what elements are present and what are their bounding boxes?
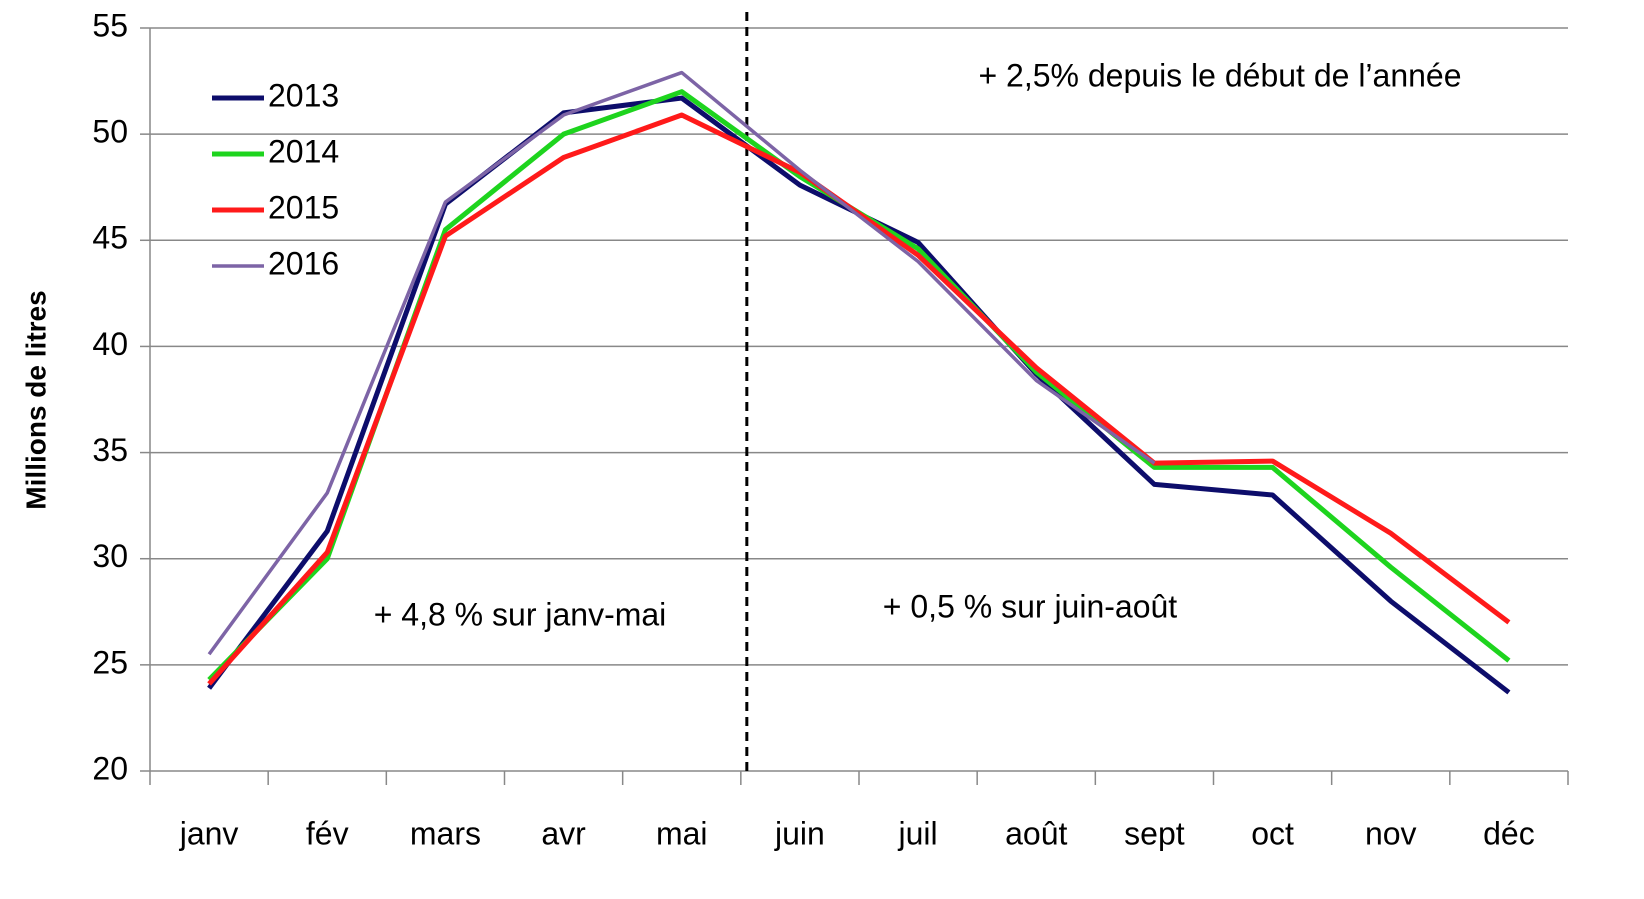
y-tick-label: 25: [92, 644, 128, 680]
annotation: + 0,5 % sur juin-août: [883, 588, 1178, 624]
x-tick-label: déc: [1483, 815, 1535, 851]
annotation: + 2,5% depuis le début de l’année: [978, 57, 1461, 93]
y-tick-label: 50: [92, 114, 128, 150]
y-tick-label: 40: [92, 326, 128, 362]
y-axis-title: Millions de litres: [20, 290, 51, 509]
series-line: [207, 89, 1511, 682]
legend-label: 2015: [268, 189, 339, 225]
x-tick-label: fév: [306, 815, 349, 851]
legend-label: 2013: [268, 77, 339, 113]
x-tick-label: août: [1005, 815, 1067, 851]
x-tick-label: juil: [898, 815, 938, 851]
x-tick-label: oct: [1251, 815, 1294, 851]
x-tick-label: janv: [179, 815, 239, 851]
x-tick-label: mars: [410, 815, 481, 851]
y-tick-label: 35: [92, 432, 128, 468]
legend-label: 2014: [268, 133, 339, 169]
y-tick-label: 45: [92, 220, 128, 256]
y-tick-label: 20: [92, 750, 128, 786]
y-tick-label: 55: [92, 7, 128, 43]
x-tick-label: sept: [1124, 815, 1185, 851]
x-tick-label: juin: [774, 815, 825, 851]
x-tick-label: nov: [1365, 815, 1417, 851]
x-tick-label: mai: [656, 815, 708, 851]
series-line: [207, 70, 1156, 656]
y-tick-label: 30: [92, 538, 128, 574]
annotation: + 4,8 % sur janv-mai: [374, 596, 667, 632]
legend-label: 2016: [268, 245, 339, 281]
x-tick-label: avr: [541, 815, 586, 851]
